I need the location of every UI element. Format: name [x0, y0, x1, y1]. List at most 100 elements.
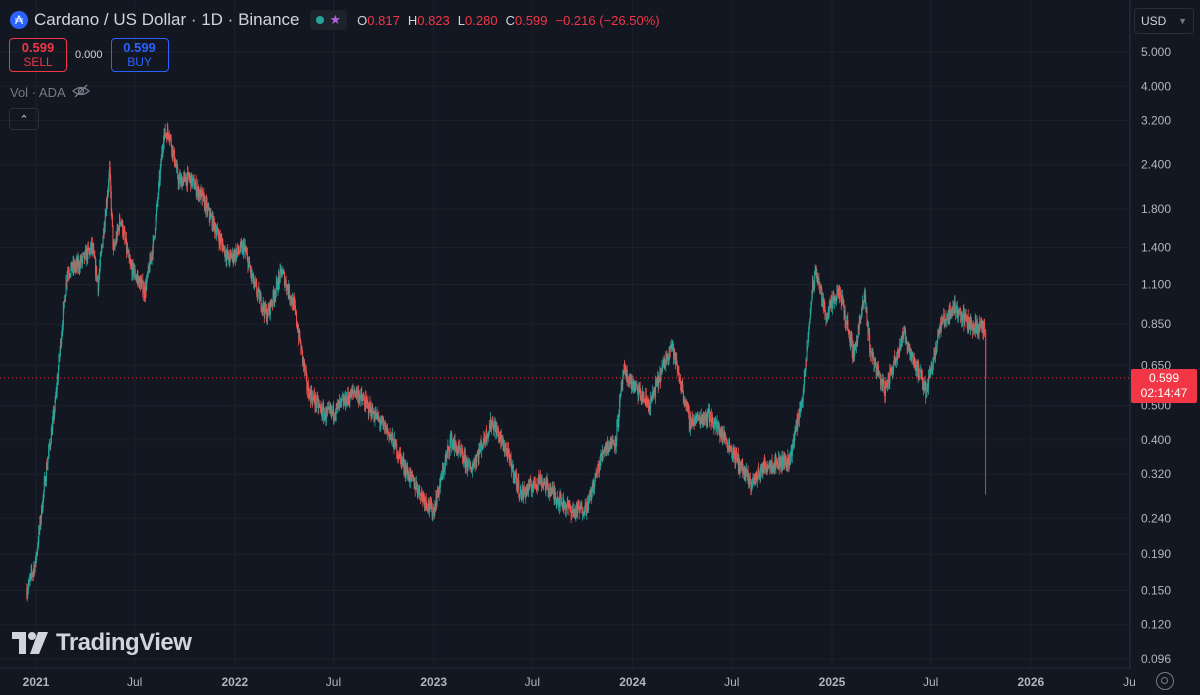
candle-body	[623, 374, 624, 376]
price-tick-label: 0.650	[1141, 358, 1171, 372]
low-value: 0.280	[465, 12, 498, 28]
candle-body	[477, 453, 478, 457]
candle-body	[725, 436, 727, 440]
candle-body	[839, 287, 841, 296]
price-tick-label: 0.096	[1141, 652, 1171, 666]
candle-body	[333, 405, 335, 418]
candle-body	[306, 374, 308, 387]
candle-body	[715, 419, 717, 424]
candle-body	[826, 318, 828, 321]
status-group[interactable]: ★	[309, 10, 348, 30]
candle-body	[349, 398, 351, 403]
price-tick-label: 0.850	[1141, 317, 1171, 331]
candle-body	[442, 468, 444, 479]
candle-body	[446, 453, 448, 458]
low-label: L	[457, 12, 466, 28]
candle-body	[975, 320, 977, 327]
currency-select[interactable]: USD ▼	[1134, 8, 1194, 34]
candle-body	[616, 425, 618, 441]
candle-body	[710, 417, 712, 422]
price-tick-label: 1.100	[1141, 278, 1171, 292]
candle-body	[824, 305, 826, 314]
candle-body	[112, 225, 114, 246]
candle-body	[660, 371, 662, 381]
candle-body	[569, 503, 571, 506]
candle-body	[508, 449, 509, 451]
candle-body	[93, 249, 95, 252]
candle-body	[133, 273, 135, 276]
share-icon[interactable]: ★	[329, 12, 342, 27]
candle-body	[84, 251, 86, 259]
candle-body	[529, 481, 531, 489]
buy-button[interactable]: 0.599 BUY	[110, 38, 169, 72]
volume-legend[interactable]: Vol · ADA	[10, 84, 90, 101]
candle-body	[936, 340, 938, 348]
candle-body	[802, 394, 804, 403]
candle-body	[599, 463, 600, 474]
candle-body	[432, 511, 434, 515]
candle-body	[259, 295, 261, 302]
candle-body	[439, 481, 441, 488]
candle-body	[547, 480, 549, 484]
candle-body	[161, 150, 163, 161]
candle-body	[511, 468, 513, 473]
open-label: O	[357, 12, 368, 28]
time-tick-label: Jul	[326, 675, 341, 689]
candle-body	[111, 210, 113, 214]
grid	[0, 0, 1130, 668]
sell-price: 0.599	[21, 40, 55, 55]
candle-body	[88, 246, 89, 249]
candle-body	[280, 267, 282, 271]
candle-body	[299, 330, 301, 341]
candle-body	[861, 307, 863, 315]
price-tick-label: 5.000	[1141, 45, 1171, 59]
candle-body	[387, 429, 389, 432]
candle-body	[629, 379, 630, 385]
candle-body	[851, 338, 853, 353]
candle-body	[857, 337, 859, 344]
candle-body	[281, 274, 283, 276]
tradingview-logo[interactable]: TradingView	[12, 629, 192, 657]
candle-body	[682, 384, 684, 391]
candle-body	[159, 168, 161, 181]
settings-gear-icon[interactable]	[1156, 672, 1174, 690]
candle-body	[806, 347, 808, 361]
candle-body	[153, 237, 155, 240]
candle-body	[414, 483, 416, 490]
candle-body	[559, 494, 561, 507]
candle-body	[61, 336, 63, 345]
candle-body	[267, 308, 269, 319]
candle-body	[646, 398, 648, 403]
time-tick-label: 2025	[819, 675, 846, 689]
candle-body	[814, 272, 816, 288]
price-tick-label: 0.320	[1141, 467, 1171, 481]
time-tick-label: 2024	[619, 675, 646, 689]
candle-body	[523, 488, 525, 493]
candle-body	[466, 459, 468, 469]
candle-body	[28, 579, 30, 585]
close-value: 0.599	[514, 12, 548, 28]
candle-body	[596, 471, 598, 478]
collapse-legend-button[interactable]: ⌃	[9, 108, 39, 130]
candle-body	[983, 322, 985, 335]
chevron-up-icon: ⌃	[19, 113, 29, 126]
price-tick-label: 0.400	[1141, 433, 1171, 447]
price-tick-label: 1.800	[1141, 202, 1171, 216]
eye-hidden-icon[interactable]	[71, 84, 90, 101]
candle-body	[520, 490, 521, 495]
candle-body	[438, 485, 440, 495]
sell-button[interactable]: 0.599 SELL	[9, 38, 67, 72]
symbol-title[interactable]: Cardano / US Dollar · 1D · Binance	[34, 10, 300, 29]
candle-body	[395, 440, 397, 447]
candle-body	[985, 330, 987, 378]
candle-body	[304, 363, 306, 371]
change-value: −0.216 (−26.50%)	[555, 12, 660, 28]
candle-body	[254, 280, 256, 284]
candle-body	[38, 529, 40, 543]
time-tick-label: Jul	[923, 675, 938, 689]
candle-body	[170, 137, 172, 146]
candle-body	[187, 172, 189, 186]
chevron-down-icon: ▼	[1178, 16, 1187, 26]
candle-body	[34, 564, 36, 573]
